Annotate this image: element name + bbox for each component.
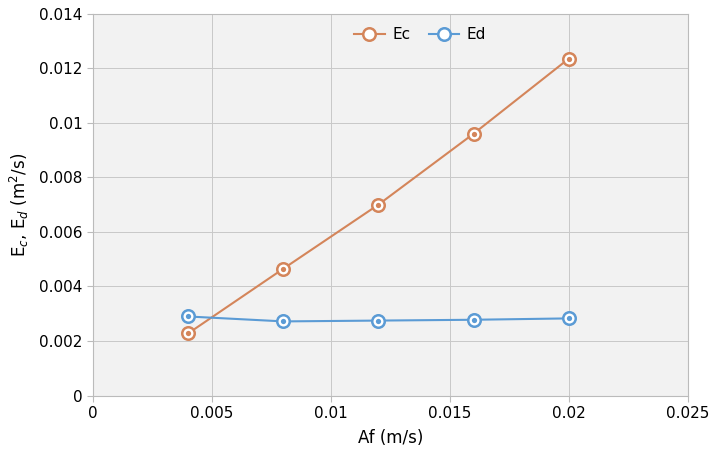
X-axis label: Af (m/s): Af (m/s) xyxy=(358,430,423,447)
Legend: Ec, Ed: Ec, Ed xyxy=(348,21,493,49)
Y-axis label: E$_c$, E$_d$ (m$^2$/s): E$_c$, E$_d$ (m$^2$/s) xyxy=(8,152,31,257)
